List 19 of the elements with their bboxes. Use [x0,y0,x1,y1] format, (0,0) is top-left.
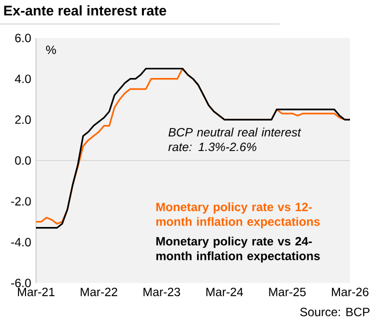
annotation: % [46,46,56,54]
y-tick-label: 6.0 [15,34,31,42]
y-tick-label: 4.0 [14,74,31,84]
chart-title: Ex-ante real interest rate [4,5,166,16]
y-tick-label: -6.0 [11,278,31,288]
text: Monetary policy rate vs 12-month inflation expectations [156,202,320,228]
x-tick-label: Mar-21 [18,288,54,296]
annotation: BCP neutral real interest rate: 1.3%-2.6% [168,128,302,152]
text: Monetary policy rate vs 24-month inflation expectations [156,236,320,263]
y-tick-label: 0.0 [15,156,31,165]
x-tick-label: Mar-25 [269,288,306,296]
x-tick-label: Mar-22 [80,288,118,296]
x-tick-label: Mar-23 [144,288,180,296]
y-tick-label: 2.0 [15,115,31,124]
x-tick-label: Mar-26 [332,288,368,296]
y-tick-label: -4.0 [11,238,31,246]
source-note: Source: BCP [300,308,370,316]
y-tick-label: -2.0 [11,197,31,206]
x-tick-label: Mar-24 [206,288,244,296]
